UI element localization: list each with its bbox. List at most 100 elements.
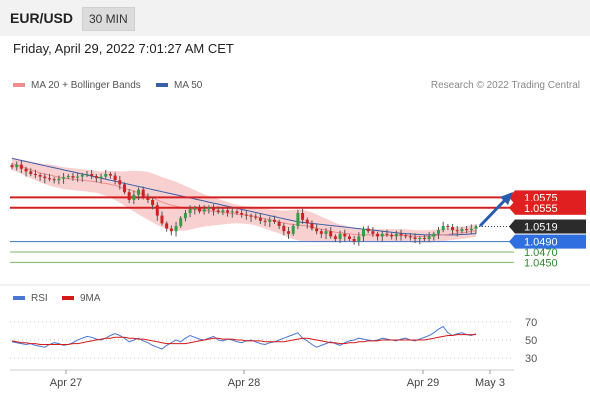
candle-body — [244, 214, 248, 216]
rsi-tick-label: 30 — [525, 353, 537, 365]
candle-body — [371, 231, 375, 234]
candle-body — [188, 209, 192, 213]
candle-body — [160, 215, 164, 224]
legend-ma20-bollinger: MA 20 + Bollinger Bands — [13, 80, 141, 91]
candle-body — [413, 237, 417, 239]
candle-body — [226, 210, 230, 213]
candle-body — [10, 165, 14, 168]
candle-body — [207, 207, 211, 210]
x-tick-label: May 3 — [475, 377, 505, 389]
projection-arrow-head — [500, 192, 513, 205]
candle-body — [385, 233, 389, 235]
candle-body — [221, 210, 225, 212]
candle-body — [137, 189, 141, 195]
candle-body — [263, 220, 267, 222]
legend-label-ma50: MA 50 — [174, 80, 203, 91]
candle-body — [71, 176, 75, 178]
candle-body — [394, 233, 398, 237]
candle-body — [333, 236, 337, 239]
candle-body — [122, 184, 126, 193]
rsi-9ma-line — [11, 334, 476, 345]
current-price-label: 1.0519 — [524, 222, 558, 234]
legend-swatch-ma20 — [13, 83, 25, 88]
candle-body — [249, 215, 253, 217]
candle-body — [15, 164, 19, 168]
ma50-line — [11, 157, 476, 236]
candle-body — [141, 189, 145, 198]
support-3-label: 1.0450 — [524, 257, 558, 269]
candle-body — [174, 226, 178, 232]
candle-body — [235, 211, 239, 213]
candle-body — [301, 213, 305, 220]
current-price-pointer — [509, 219, 515, 234]
candle-body — [94, 176, 98, 179]
candle-body — [272, 219, 276, 222]
x-tick-label: Apr 29 — [407, 377, 439, 389]
candle-body — [43, 176, 47, 179]
bollinger-band — [12, 157, 476, 243]
candle-body — [108, 174, 112, 176]
candle-body — [33, 174, 37, 176]
candle-body — [380, 233, 384, 237]
candle-body — [362, 228, 366, 237]
candle-body — [376, 233, 380, 237]
candle-body — [347, 236, 351, 239]
candle-body — [451, 227, 455, 231]
ma20-line — [11, 163, 477, 237]
currency-pair-label: EUR/USD — [10, 10, 74, 26]
candle-body — [230, 211, 234, 213]
candle-body — [460, 229, 464, 232]
candle-body — [446, 226, 450, 228]
candle-body — [437, 230, 441, 234]
candle-body — [418, 237, 422, 239]
candle-body — [52, 179, 56, 181]
candle-body — [38, 175, 42, 177]
candle-body — [165, 223, 169, 229]
candle-body — [29, 171, 33, 174]
candle-body — [282, 226, 286, 232]
candle-body — [319, 231, 323, 234]
candle-body — [352, 239, 356, 242]
projection-arrow-shaft — [478, 198, 507, 228]
candle-body — [99, 176, 103, 179]
candle-body — [343, 233, 347, 237]
resistance-2-label-box — [515, 200, 586, 215]
candle-body — [268, 219, 272, 222]
x-tick-label: Apr 27 — [50, 377, 82, 389]
legend-swatch-ma50 — [156, 83, 168, 88]
support-2-label: 1.0470 — [524, 247, 558, 259]
legend-label-9ma: 9MA — [80, 293, 101, 304]
candle-body — [197, 207, 201, 212]
candle-body — [404, 235, 408, 237]
candle-body — [357, 236, 361, 242]
legend-swatch-rsi — [13, 296, 25, 301]
chart-date-subtitle: Friday, April 29, 2022 7:01:27 AM CET — [13, 41, 234, 56]
candle-body — [132, 194, 136, 200]
rsi-line — [11, 325, 477, 350]
candle-body — [441, 226, 445, 231]
resistance-2-label-pointer — [509, 200, 515, 215]
legend-label-ma20: MA 20 + Bollinger Bands — [31, 80, 141, 91]
legend-swatch-9ma — [62, 296, 74, 301]
candle-body — [57, 178, 61, 181]
support-1-label-box — [515, 234, 586, 249]
candle-body — [432, 233, 436, 237]
candle-body — [183, 213, 187, 219]
timeframe-badge[interactable]: 30 MIN — [82, 7, 135, 31]
candle-body — [212, 207, 216, 211]
candle-body — [193, 207, 197, 210]
candle-body — [324, 231, 328, 234]
support-1-label-pointer — [509, 234, 515, 249]
candle-body — [24, 168, 28, 172]
candle-body — [76, 176, 80, 178]
candle-body — [240, 213, 244, 215]
candle-body — [80, 175, 84, 177]
candle-body — [465, 229, 469, 231]
candle-body — [127, 192, 131, 200]
candle-body — [296, 213, 300, 226]
candle-body — [338, 233, 342, 239]
legend-rsi: RSI — [13, 293, 48, 304]
research-credit: Research © 2022 Trading Central — [430, 80, 580, 91]
candle-body — [85, 174, 89, 176]
